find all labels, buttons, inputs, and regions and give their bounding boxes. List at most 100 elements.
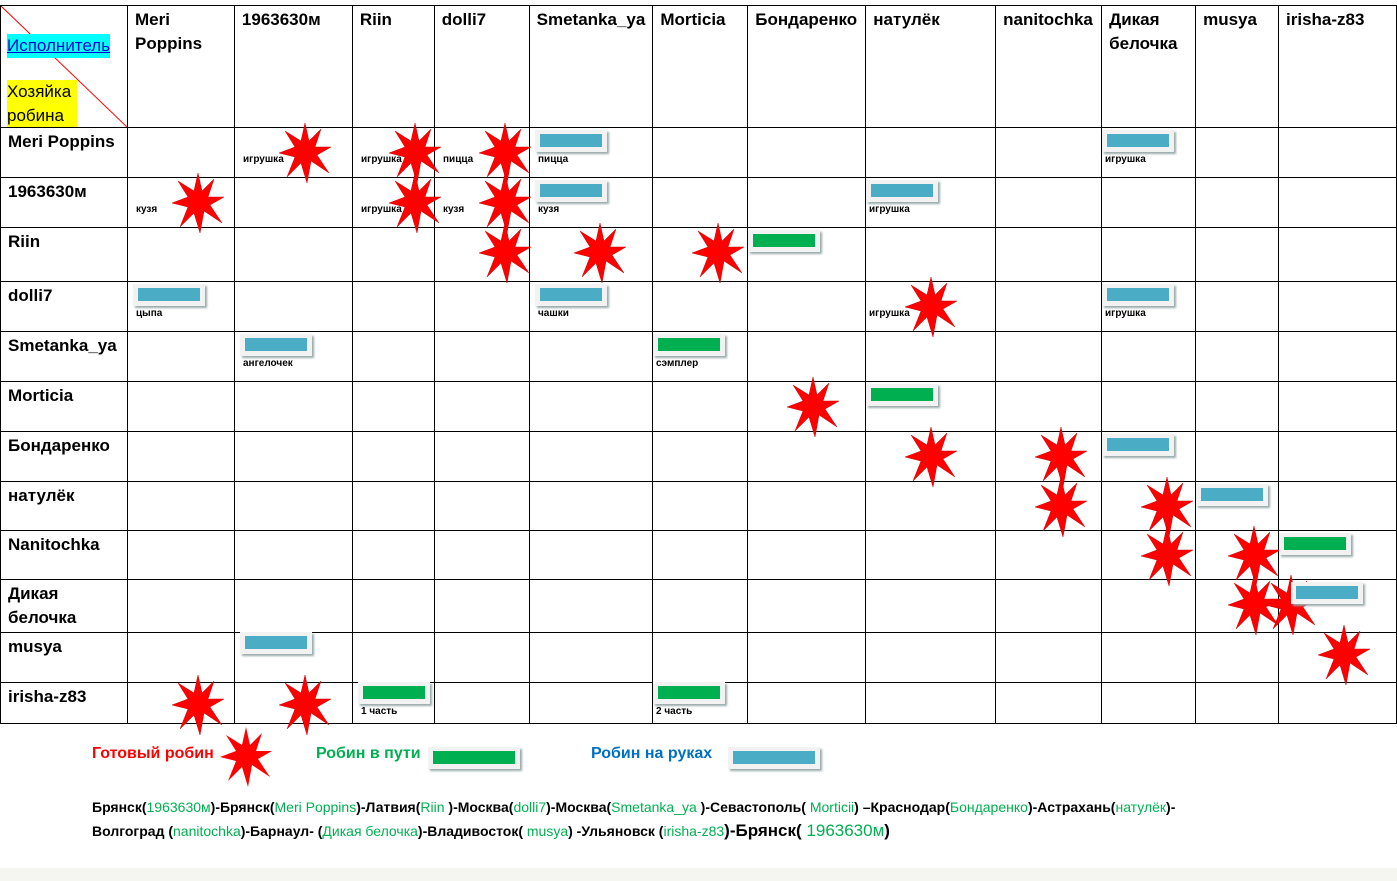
legend-transit: Робин в пути bbox=[316, 745, 520, 769]
table-cell bbox=[747, 127, 867, 178]
table-cell bbox=[233, 530, 353, 580]
table-cell bbox=[351, 579, 435, 633]
table-cell bbox=[1101, 127, 1197, 178]
table-cell bbox=[747, 281, 867, 332]
row-header: Riin bbox=[0, 227, 128, 282]
row-header: musya bbox=[0, 632, 128, 683]
route-nick: Бондаренко bbox=[949, 799, 1028, 815]
robin-table-wrapper: Исполнитель Хозяйка робина Meri Poppins 196… bbox=[0, 5, 1397, 724]
route-city: )-Барнаул- ( bbox=[240, 823, 323, 839]
table-cell bbox=[865, 481, 997, 531]
table-cell bbox=[865, 431, 997, 482]
table-cell bbox=[1101, 682, 1197, 724]
route-nick: Meri Poppins bbox=[274, 799, 357, 815]
table-cell bbox=[865, 579, 997, 633]
table-cell bbox=[995, 281, 1103, 332]
route-city: )-Владивосток( bbox=[417, 823, 527, 839]
blue-bar-icon bbox=[728, 747, 820, 769]
table-cell bbox=[652, 632, 749, 683]
route-city: )-Москва( bbox=[448, 799, 514, 815]
route-city: Волгоград ( bbox=[92, 823, 174, 839]
table-cell bbox=[1101, 381, 1197, 432]
table-cell bbox=[1195, 481, 1280, 531]
table-cell bbox=[747, 481, 867, 531]
table-cell bbox=[865, 177, 997, 228]
table-cell bbox=[995, 381, 1103, 432]
table-cell bbox=[1195, 530, 1280, 580]
table-cell bbox=[865, 682, 997, 724]
route-city: ) -Ульяновск ( bbox=[568, 823, 664, 839]
table-cell bbox=[528, 381, 654, 432]
table-cell bbox=[1101, 530, 1197, 580]
footer-strip bbox=[0, 868, 1397, 881]
legend-transit-label: Робин в пути bbox=[316, 745, 421, 762]
row-header: irisha-z83 bbox=[0, 682, 128, 724]
column-header: musya bbox=[1195, 5, 1280, 128]
table-cell bbox=[433, 682, 530, 724]
route-nick: 1963630м bbox=[146, 799, 211, 815]
row-header: Nanitochka bbox=[0, 530, 128, 580]
table-row: натулёк bbox=[0, 481, 1397, 531]
table-cell bbox=[995, 331, 1103, 382]
table-cell bbox=[865, 530, 997, 580]
row-header: Morticia bbox=[0, 381, 128, 432]
table-cell bbox=[1101, 177, 1197, 228]
table-cell bbox=[528, 632, 654, 683]
table-cell bbox=[233, 331, 353, 382]
table-cell bbox=[433, 530, 530, 580]
table-cell bbox=[995, 632, 1103, 683]
route-text: Брянск(1963630м)-Брянск(Meri Poppins)-Ла… bbox=[92, 795, 1292, 843]
route-city: )-Брянск( bbox=[210, 799, 275, 815]
table-cell bbox=[433, 127, 530, 178]
table-cell bbox=[528, 481, 654, 531]
table-cell bbox=[233, 281, 353, 332]
table-cell bbox=[995, 481, 1103, 531]
table-cell bbox=[126, 281, 235, 332]
table-cell bbox=[1101, 281, 1197, 332]
table-cell bbox=[652, 177, 749, 228]
column-header: Дикая белочка bbox=[1101, 5, 1197, 128]
route-nick: nanitochka bbox=[173, 823, 241, 839]
table-cell bbox=[747, 177, 867, 228]
table-cell bbox=[233, 481, 353, 531]
route-city: )-Москва( bbox=[546, 799, 612, 815]
table-cell bbox=[1278, 632, 1397, 683]
table-cell bbox=[865, 632, 997, 683]
table-cell bbox=[1101, 579, 1197, 633]
table-cell bbox=[747, 682, 867, 724]
table-cell bbox=[1101, 431, 1197, 482]
table-cell bbox=[865, 381, 997, 432]
table-cell bbox=[995, 177, 1103, 228]
column-header: Morticia bbox=[652, 5, 749, 128]
table-row: Riin bbox=[0, 227, 1397, 282]
legend-ready-label: Готовый робин bbox=[92, 745, 214, 762]
table-row: 1963630м bbox=[0, 177, 1397, 228]
table-cell bbox=[747, 331, 867, 382]
diagonal-line bbox=[1, 6, 127, 127]
column-header: натулёк bbox=[865, 5, 997, 128]
table-cell bbox=[126, 530, 235, 580]
table-cell bbox=[1195, 127, 1280, 178]
table-cell bbox=[351, 127, 435, 178]
table-cell bbox=[652, 281, 749, 332]
table-cell bbox=[995, 431, 1103, 482]
table-cell bbox=[233, 381, 353, 432]
route-nick: Smetanka_ya bbox=[611, 799, 701, 815]
table-row: Бондаренко bbox=[0, 431, 1397, 482]
table-cell bbox=[652, 530, 749, 580]
table-cell bbox=[126, 177, 235, 228]
table-cell bbox=[1278, 481, 1397, 531]
executor-label: Исполнитель bbox=[7, 34, 111, 58]
table-row: irisha-z83 bbox=[0, 682, 1397, 724]
table-cell bbox=[747, 381, 867, 432]
table-cell bbox=[126, 682, 235, 724]
column-header: nanitochka bbox=[995, 5, 1103, 128]
column-header: Meri Poppins bbox=[126, 5, 235, 128]
table-cell bbox=[1278, 381, 1397, 432]
route-city: ) bbox=[884, 821, 890, 840]
column-header: 1963630м bbox=[233, 5, 353, 128]
table-cell bbox=[1195, 682, 1280, 724]
table-cell bbox=[1195, 281, 1280, 332]
route-nick: 1963630м bbox=[806, 821, 885, 840]
table-cell bbox=[126, 632, 235, 683]
